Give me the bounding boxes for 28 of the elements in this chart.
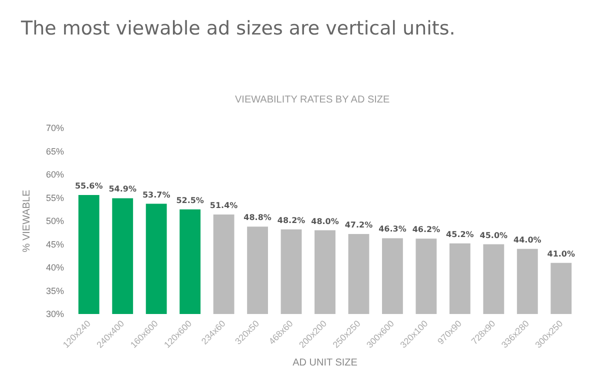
- y-tick-label: 40%: [46, 262, 64, 272]
- data-label: 51.4%: [210, 200, 238, 210]
- y-axis-title: % VIEWABLE: [22, 189, 32, 252]
- chart-title: The most viewable ad sizes are vertical units.: [20, 18, 456, 40]
- data-label: 44.0%: [514, 235, 542, 244]
- y-tick-label: 30%: [46, 309, 64, 319]
- data-label: 52.5%: [176, 196, 204, 205]
- data-label: 46.3%: [378, 224, 406, 234]
- y-tick-label: 65%: [46, 146, 64, 156]
- y-tick-label: 55%: [46, 192, 64, 203]
- data-label: 47.2%: [344, 220, 373, 230]
- y-tick-label: 50%: [46, 216, 64, 226]
- data-label: 48.8%: [244, 213, 272, 222]
- y-tick-label: 35%: [46, 286, 64, 296]
- data-label: 48.2%: [277, 216, 306, 225]
- data-label: 48.0%: [311, 216, 339, 226]
- chart-subtitle: VIEWABILITY RATES BY AD SIZE: [235, 94, 390, 106]
- x-axis-title: AD UNIT SIZE: [292, 358, 358, 368]
- y-tick-label: 70%: [46, 123, 64, 133]
- data-label: 45.2%: [446, 230, 474, 239]
- data-label: 54.9%: [108, 184, 136, 194]
- data-label: 53.7%: [142, 190, 170, 200]
- data-label: 41.0%: [547, 249, 576, 258]
- y-tick-label: 60%: [46, 170, 64, 180]
- data-label: 45.0%: [480, 230, 508, 240]
- data-label: 46.2%: [412, 225, 440, 234]
- data-label: 55.6%: [74, 181, 103, 190]
- y-tick-label: 45%: [46, 239, 64, 250]
